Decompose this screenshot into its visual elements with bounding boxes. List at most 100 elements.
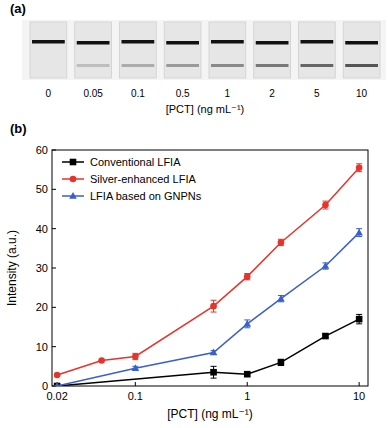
- error-bar: [278, 239, 284, 245]
- data-point: [356, 316, 363, 323]
- data-point: [243, 320, 251, 327]
- legend-label: Conventional LFIA: [90, 156, 181, 168]
- error-bar: [278, 359, 284, 365]
- control-line: [166, 41, 199, 45]
- data-point: [322, 333, 329, 340]
- data-point: [277, 295, 285, 302]
- strip-label: 10: [356, 88, 368, 99]
- x-tick-label: 1: [244, 390, 250, 402]
- legend-entry: Silver-enhanced LFIA: [62, 173, 196, 185]
- y-tick-label: 60: [36, 144, 48, 156]
- data-point: [278, 359, 285, 366]
- data-point: [53, 382, 61, 386]
- strip-label: 0.5: [176, 88, 190, 99]
- plot-area: [53, 164, 363, 386]
- data-point: [278, 239, 285, 246]
- error-bar: [132, 353, 138, 359]
- test-line: [345, 64, 378, 67]
- error-bar: [244, 320, 250, 328]
- data-point: [132, 353, 139, 360]
- control-line: [77, 41, 110, 45]
- y-tick-label: 20: [36, 301, 48, 313]
- legend-entry: Conventional LFIA: [62, 156, 181, 168]
- control-line: [32, 40, 65, 44]
- x-axis-label: [PCT] (ng mL⁻¹): [167, 407, 253, 421]
- test-line: [211, 64, 244, 67]
- error-bar: [356, 314, 362, 323]
- panel-label: (b): [10, 121, 27, 136]
- y-axis-label: Intensity (a.u.): [5, 230, 19, 306]
- y-tick-label: 10: [36, 341, 48, 353]
- x-tick: [135, 382, 136, 386]
- error-bar: [322, 263, 328, 269]
- data-point: [355, 229, 363, 236]
- strip-label: 0.05: [83, 88, 103, 99]
- axis-label: [PCT] (ng mL⁻¹): [166, 103, 245, 115]
- strip-label: 0.1: [131, 88, 145, 99]
- control-line: [345, 41, 378, 45]
- strip-label: 0: [46, 88, 52, 99]
- x-tick: [247, 382, 248, 386]
- data-point: [132, 364, 140, 371]
- y-tick-label: 30: [36, 262, 48, 274]
- error-bar: [356, 229, 362, 237]
- test-line: [122, 64, 155, 67]
- plot-frame: [52, 150, 368, 386]
- data-point: [210, 349, 218, 356]
- error-bar: [278, 296, 284, 302]
- y-tick: [52, 346, 56, 347]
- y-tick: [52, 307, 56, 308]
- error-bar: [322, 201, 328, 209]
- test-line: [256, 64, 289, 67]
- legend-marker: [70, 176, 77, 183]
- strip: [75, 22, 112, 78]
- strip: [209, 22, 246, 78]
- y-tick: [52, 268, 56, 269]
- strip: [120, 22, 157, 78]
- legend-entry: LFIA based on GNPNs: [62, 190, 202, 202]
- strip: [30, 22, 67, 78]
- y-tick-label: 50: [36, 183, 48, 195]
- error-bar: [356, 164, 362, 172]
- test-line: [166, 64, 199, 67]
- data-point: [244, 371, 251, 378]
- strip-label: 2: [269, 88, 275, 99]
- data-point: [54, 383, 61, 386]
- test-line: [301, 64, 334, 67]
- strip: [164, 22, 201, 78]
- data-point: [98, 357, 105, 364]
- figure: (a)00.050.10.512510[PCT] (ng mL⁻¹)(b)010…: [0, 0, 388, 428]
- data-point: [244, 273, 251, 280]
- series-line: [57, 233, 359, 386]
- strip: [343, 22, 380, 78]
- data-point: [322, 262, 330, 269]
- x-tick-label: 10: [353, 390, 365, 402]
- x-tick-label: 0.02: [46, 390, 67, 402]
- x-tick-label: 0.1: [128, 390, 143, 402]
- data-point: [54, 372, 61, 379]
- x-tick: [359, 382, 360, 386]
- strip: [299, 22, 336, 78]
- strip-label: 1: [225, 88, 231, 99]
- error-bar: [211, 366, 217, 378]
- y-tick: [52, 189, 56, 190]
- test-line: [77, 64, 110, 67]
- y-tick-label: 40: [36, 223, 48, 235]
- data-point: [210, 369, 217, 376]
- control-line: [256, 41, 289, 45]
- panel-label: (a): [10, 1, 26, 16]
- legend-marker: [70, 159, 77, 166]
- data-point: [210, 303, 217, 310]
- data-point: [356, 164, 363, 171]
- legend-marker: [69, 192, 77, 199]
- control-line: [301, 40, 334, 44]
- legend-label: LFIA based on GNPNs: [90, 190, 202, 202]
- control-line: [211, 40, 244, 44]
- y-tick: [52, 150, 56, 151]
- y-tick: [52, 228, 56, 229]
- data-point: [322, 202, 329, 209]
- strip-label: 5: [314, 88, 320, 99]
- control-line: [122, 40, 155, 44]
- error-bar: [244, 274, 250, 280]
- strip-background: [22, 20, 386, 80]
